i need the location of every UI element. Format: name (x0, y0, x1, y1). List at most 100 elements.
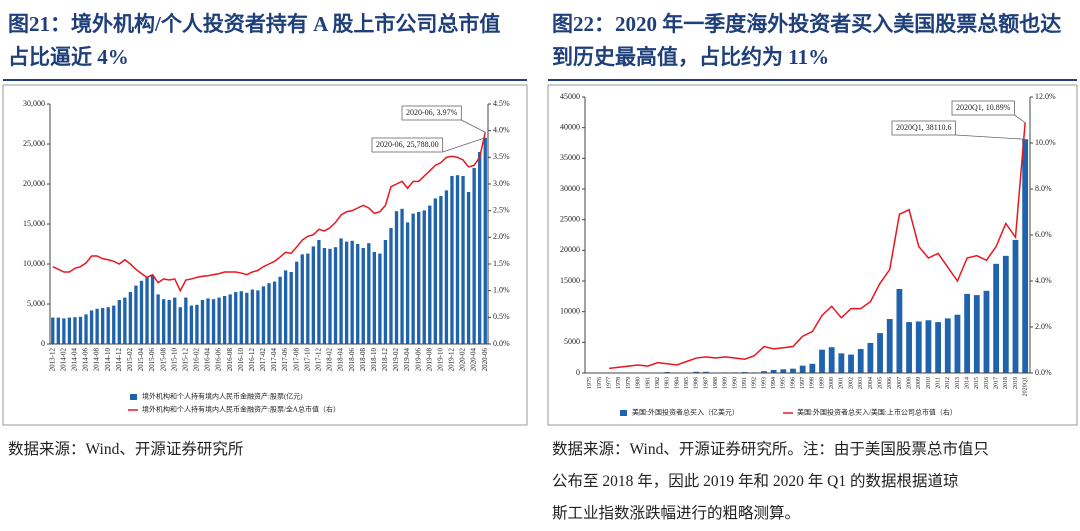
x-tick-label: 1984 (674, 377, 680, 389)
y2-tick-label: 0.0% (493, 339, 510, 348)
bar (295, 261, 299, 344)
x-tick-label: 2020-04 (470, 348, 478, 372)
bar (703, 371, 709, 373)
bar (239, 291, 243, 344)
bar (383, 240, 388, 344)
x-tick-label: 2017-08 (292, 348, 300, 372)
bar (217, 297, 221, 344)
x-tick-label: 1991 (742, 377, 748, 389)
x-tick-label: 2014-02 (59, 348, 67, 372)
x-tick-label: 2006 (887, 377, 893, 389)
bar (328, 248, 332, 344)
bar (350, 240, 354, 344)
bar (780, 369, 787, 373)
x-tick-label: 1989 (723, 377, 729, 389)
y-tick-label: 30,000 (23, 99, 45, 108)
x-tick-label: 2018-10 (370, 348, 378, 372)
bar (161, 299, 166, 344)
y-tick-label: 25,000 (23, 139, 45, 148)
bar (944, 318, 951, 373)
x-tick-label: 2017-12 (315, 348, 323, 372)
bar (770, 369, 777, 373)
bar (444, 190, 449, 344)
legend-label: 境外机构和个人持有境内人民币金融资产:股票(亿元) (142, 392, 303, 401)
x-tick-label: 2017-04 (270, 348, 278, 372)
x-tick-label: 2019-12 (448, 348, 456, 372)
x-tick-label: 1990 (732, 377, 738, 389)
chart-title: 图22：2020 年一季度海外投资者买入美国股票总额也达 (552, 12, 1062, 36)
bar (394, 211, 399, 344)
y2-tick-label: 2.0% (1035, 322, 1052, 331)
x-tick-label: 2015-10 (170, 348, 178, 372)
y-tick-label: 10,000 (23, 259, 45, 268)
bar (993, 263, 1000, 373)
bar (322, 248, 327, 344)
x-tick-label: 2018-02 (326, 348, 334, 372)
source-note: 数据来源：Wind、开源证券研究所 (8, 441, 244, 458)
x-tick-label: 2008 (906, 377, 912, 389)
y2-tick-label: 4.0% (1035, 276, 1052, 285)
bar (466, 192, 471, 344)
y-tick-label: 40000 (560, 122, 580, 131)
bar (167, 300, 171, 344)
source-note: 斯工业指数涨跌幅进行的粗略测算。 (552, 505, 801, 522)
x-tick-label: 2019-02 (392, 348, 400, 372)
x-tick-label: 2003 (858, 377, 864, 389)
x-tick-label: 1980 (636, 377, 642, 389)
chart-title: 到历史最高值，占比约为 11% (552, 45, 830, 69)
bar (184, 297, 188, 344)
bar (200, 300, 205, 344)
bar (857, 349, 864, 373)
source-note: 数据来源：Wind、开源证券研究所。注：由于美国股票总市值只 (552, 441, 989, 458)
x-tick-label: 2016-12 (248, 348, 256, 372)
x-tick-label: 1978 (616, 377, 622, 389)
x-tick-label: 2009 (916, 377, 922, 389)
bar (433, 198, 437, 344)
bar (173, 297, 177, 344)
bar (106, 307, 110, 344)
bar (211, 299, 216, 344)
x-tick-label: 2019-06 (414, 348, 422, 372)
x-tick-label: 2017 (994, 377, 1000, 389)
bar (67, 317, 72, 344)
x-tick-label: 2004 (868, 377, 874, 389)
y-tick-label: 45000 (560, 92, 580, 101)
legend-label: 美国:外国投资者总买入（亿美元） (632, 408, 739, 417)
x-tick-label: 2016 (984, 377, 990, 389)
y2-tick-label: 0.0% (1035, 368, 1052, 377)
bar (51, 317, 55, 344)
bar (915, 321, 922, 373)
annotation-box (951, 100, 1015, 116)
bar (245, 292, 249, 344)
x-tick-label: 2018-04 (337, 348, 345, 372)
annotation-leader (442, 137, 486, 153)
x-tick-label: 2014-06 (82, 348, 90, 372)
y2-tick-label: 1.0% (493, 285, 510, 294)
bar (819, 349, 825, 373)
x-tick-label: 1993 (761, 377, 767, 389)
x-tick-label: 2016-10 (237, 348, 245, 372)
x-tick-label: 2001 (839, 377, 845, 389)
y2-tick-label: 12.0% (1035, 92, 1056, 101)
chart-title: 图21：境外机构/个人投资者持有 A 股上市公司总市值 (8, 12, 501, 36)
bar (367, 243, 371, 344)
bar (344, 241, 349, 344)
legend-label: 美国:外国投资者总买入/美国:上市公司总市值（右） (797, 408, 957, 417)
x-tick-label: 2007 (897, 377, 903, 389)
y2-tick-label: 1.5% (493, 259, 510, 268)
bar (439, 196, 443, 344)
bar (300, 254, 304, 344)
bar (112, 305, 116, 344)
bar (461, 176, 465, 344)
bar (983, 290, 990, 373)
x-tick-label: 2015 (974, 377, 980, 389)
bar (101, 308, 105, 344)
bar (250, 289, 255, 344)
bar (400, 208, 404, 344)
bar (206, 298, 210, 344)
y2-tick-label: 4.0% (493, 125, 510, 134)
y2-tick-label: 4.5% (493, 99, 510, 108)
x-tick-label: 1992 (752, 377, 758, 389)
source-note: 公布至 2018 年，因此 2019 年和 2020 年 Q1 的数据根据道琼 (552, 473, 959, 490)
